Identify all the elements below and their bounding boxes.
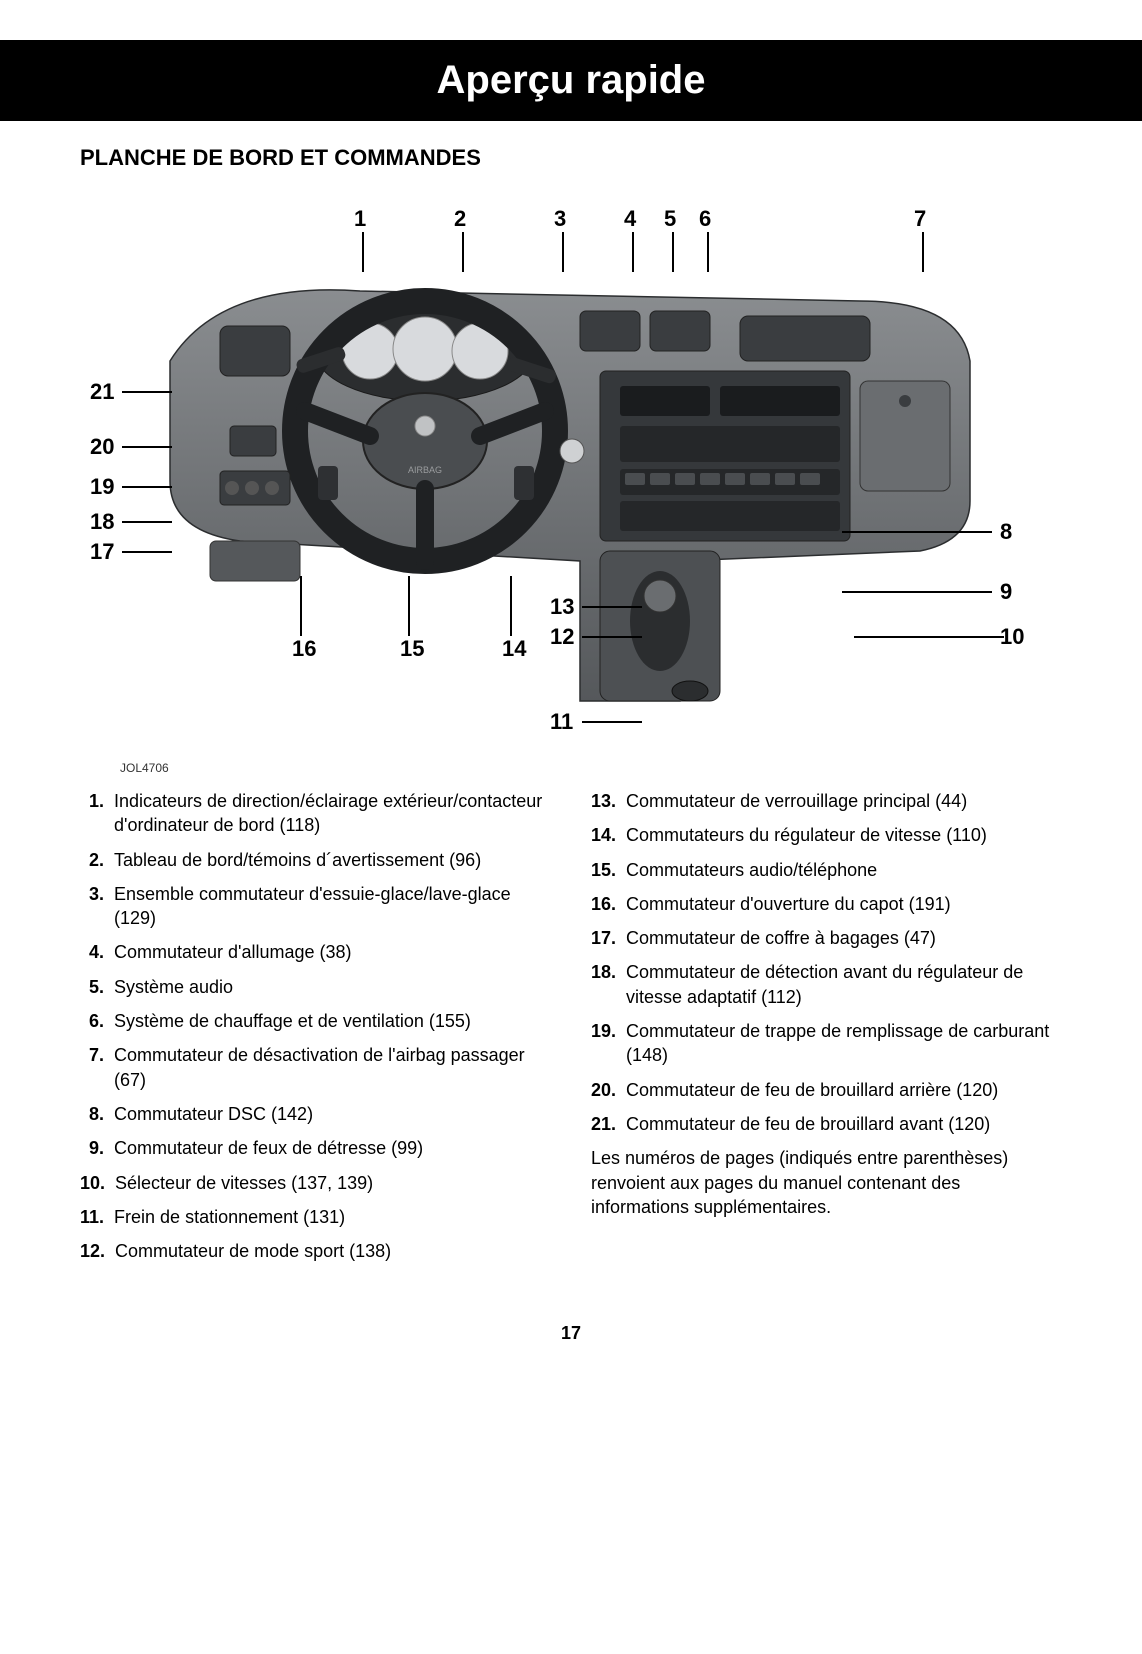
callout-3: 3 bbox=[554, 206, 566, 232]
callout-12: 12 bbox=[550, 624, 574, 650]
item-number: 18. bbox=[591, 960, 626, 1009]
list-item: 16.Commutateur d'ouverture du capot (191… bbox=[591, 892, 1062, 916]
callout-5: 5 bbox=[664, 206, 676, 232]
callout-19: 19 bbox=[90, 474, 114, 500]
item-text: Commutateur de verrouillage principal (4… bbox=[626, 789, 1062, 813]
callout-2: 2 bbox=[454, 206, 466, 232]
callout-7: 7 bbox=[914, 206, 926, 232]
callout-1: 1 bbox=[354, 206, 366, 232]
item-text: Sélecteur de vitesses (137, 139) bbox=[115, 1171, 551, 1195]
item-text: Ensemble commutateur d'essuie-glace/lave… bbox=[114, 882, 551, 931]
items-list-left: 1.Indicateurs de direction/éclairage ext… bbox=[80, 789, 551, 1263]
list-item: 13.Commutateur de verrouillage principal… bbox=[591, 789, 1062, 813]
dashboard-diagram: AIRBAG bbox=[80, 191, 1062, 751]
list-item: 6.Système de chauffage et de ventilation… bbox=[80, 1009, 551, 1033]
callout-8: 8 bbox=[1000, 519, 1012, 545]
items-col-right: 13.Commutateur de verrouillage principal… bbox=[591, 789, 1062, 1273]
page-number: 17 bbox=[80, 1323, 1062, 1344]
item-text: Système audio bbox=[114, 975, 551, 999]
callout-10: 10 bbox=[1000, 624, 1024, 650]
callout-17: 17 bbox=[90, 539, 114, 565]
content-area: PLANCHE DE BORD ET COMMANDES bbox=[0, 121, 1142, 1384]
item-number: 2. bbox=[80, 848, 114, 872]
item-text: Commutateur de désactivation de l'airbag… bbox=[114, 1043, 551, 1092]
page-title: Aperçu rapide bbox=[0, 58, 1142, 103]
callout-21: 21 bbox=[90, 379, 114, 405]
callout-13: 13 bbox=[550, 594, 574, 620]
callout-16: 16 bbox=[292, 636, 316, 662]
item-text: Commutateur de coffre à bagages (47) bbox=[626, 926, 1062, 950]
callout-18: 18 bbox=[90, 509, 114, 535]
item-number: 19. bbox=[591, 1019, 626, 1068]
item-number: 12. bbox=[80, 1239, 115, 1263]
item-number: 13. bbox=[591, 789, 626, 813]
item-number: 6. bbox=[80, 1009, 114, 1033]
list-item: 21.Commutateur de feu de brouillard avan… bbox=[591, 1112, 1062, 1136]
item-text: Commutateur d'ouverture du capot (191) bbox=[626, 892, 1062, 916]
list-item: 1.Indicateurs de direction/éclairage ext… bbox=[80, 789, 551, 838]
item-number: 11. bbox=[80, 1205, 114, 1229]
section-title: PLANCHE DE BORD ET COMMANDES bbox=[80, 145, 1062, 171]
footer-note: Les numéros de pages (indiqués entre par… bbox=[591, 1146, 1062, 1219]
items-col-left: 1.Indicateurs de direction/éclairage ext… bbox=[80, 789, 551, 1273]
item-number: 3. bbox=[80, 882, 114, 931]
item-number: 9. bbox=[80, 1136, 114, 1160]
item-number: 1. bbox=[80, 789, 114, 838]
item-text: Tableau de bord/témoins d´avertissement … bbox=[114, 848, 551, 872]
list-item: 11.Frein de stationnement (131) bbox=[80, 1205, 551, 1229]
item-number: 16. bbox=[591, 892, 626, 916]
callout-15: 15 bbox=[400, 636, 424, 662]
item-number: 5. bbox=[80, 975, 114, 999]
callout-9: 9 bbox=[1000, 579, 1012, 605]
list-item: 15.Commutateurs audio/téléphone bbox=[591, 858, 1062, 882]
item-text: Commutateur d'allumage (38) bbox=[114, 940, 551, 964]
item-number: 14. bbox=[591, 823, 626, 847]
list-item: 9.Commutateur de feux de détresse (99) bbox=[80, 1136, 551, 1160]
list-item: 3.Ensemble commutateur d'essuie-glace/la… bbox=[80, 882, 551, 931]
callout-11: 11 bbox=[550, 709, 573, 735]
list-item: 5.Système audio bbox=[80, 975, 551, 999]
list-item: 17.Commutateur de coffre à bagages (47) bbox=[591, 926, 1062, 950]
item-text: Indicateurs de direction/éclairage extér… bbox=[114, 789, 551, 838]
items-list-right: 13.Commutateur de verrouillage principal… bbox=[591, 789, 1062, 1136]
item-number: 8. bbox=[80, 1102, 114, 1126]
item-number: 15. bbox=[591, 858, 626, 882]
svg-text:AIRBAG: AIRBAG bbox=[408, 465, 442, 475]
list-item: 2.Tableau de bord/témoins d´avertissemen… bbox=[80, 848, 551, 872]
item-text: Système de chauffage et de ventilation (… bbox=[114, 1009, 551, 1033]
callout-6: 6 bbox=[699, 206, 711, 232]
item-text: Commutateur de feu de brouillard avant (… bbox=[626, 1112, 1062, 1136]
item-number: 21. bbox=[591, 1112, 626, 1136]
list-item: 18.Commutateur de détection avant du rég… bbox=[591, 960, 1062, 1009]
item-text: Commutateur de feu de brouillard arrière… bbox=[626, 1078, 1062, 1102]
item-text: Commutateur de détection avant du régula… bbox=[626, 960, 1062, 1009]
item-number: 10. bbox=[80, 1171, 115, 1195]
list-item: 7.Commutateur de désactivation de l'airb… bbox=[80, 1043, 551, 1092]
list-item: 20.Commutateur de feu de brouillard arri… bbox=[591, 1078, 1062, 1102]
callout-4: 4 bbox=[624, 206, 636, 232]
item-number: 17. bbox=[591, 926, 626, 950]
list-item: 10.Sélecteur de vitesses (137, 139) bbox=[80, 1171, 551, 1195]
item-text: Frein de stationnement (131) bbox=[114, 1205, 551, 1229]
list-item: 14.Commutateurs du régulateur de vitesse… bbox=[591, 823, 1062, 847]
item-text: Commutateur DSC (142) bbox=[114, 1102, 551, 1126]
list-item: 8.Commutateur DSC (142) bbox=[80, 1102, 551, 1126]
items-columns: 1.Indicateurs de direction/éclairage ext… bbox=[80, 789, 1062, 1273]
callout-20: 20 bbox=[90, 434, 114, 460]
list-item: 4.Commutateur d'allumage (38) bbox=[80, 940, 551, 964]
list-item: 12.Commutateur de mode sport (138) bbox=[80, 1239, 551, 1263]
list-item: 19.Commutateur de trappe de remplissage … bbox=[591, 1019, 1062, 1068]
image-reference: JOL4706 bbox=[120, 761, 1062, 775]
item-number: 7. bbox=[80, 1043, 114, 1092]
page-header: Aperçu rapide bbox=[0, 40, 1142, 121]
item-text: Commutateur de mode sport (138) bbox=[115, 1239, 551, 1263]
callout-14: 14 bbox=[502, 636, 526, 662]
item-text: Commutateurs du régulateur de vitesse (1… bbox=[626, 823, 1062, 847]
item-text: Commutateurs audio/téléphone bbox=[626, 858, 1062, 882]
item-number: 20. bbox=[591, 1078, 626, 1102]
item-text: Commutateur de feux de détresse (99) bbox=[114, 1136, 551, 1160]
item-number: 4. bbox=[80, 940, 114, 964]
item-text: Commutateur de trappe de remplissage de … bbox=[626, 1019, 1062, 1068]
